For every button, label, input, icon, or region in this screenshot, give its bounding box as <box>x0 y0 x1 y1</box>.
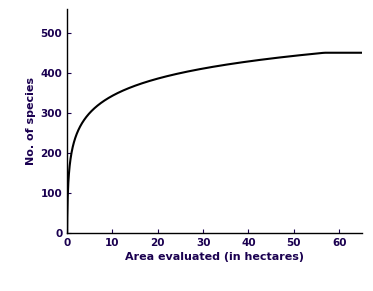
Y-axis label: No. of species: No. of species <box>26 77 36 165</box>
X-axis label: Area evaluated (in hectares): Area evaluated (in hectares) <box>125 252 304 262</box>
